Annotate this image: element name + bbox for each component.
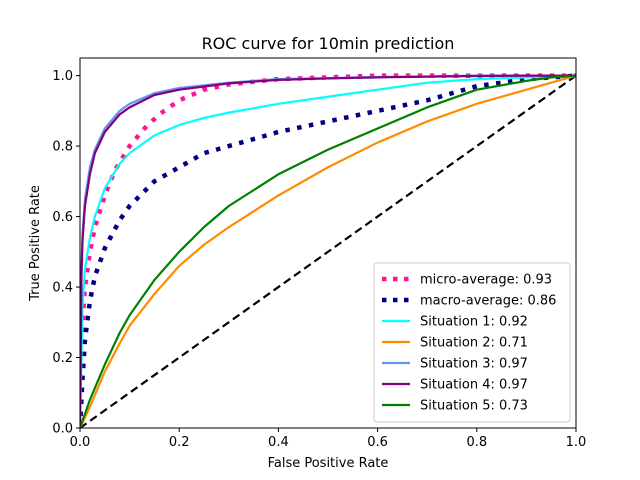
y-tick-label: 0.6 <box>52 210 73 225</box>
x-tick-label: 0.4 <box>268 435 289 450</box>
x-tick-label: 0.8 <box>466 435 487 450</box>
legend-label: Situation 2: 0.71 <box>420 336 528 351</box>
plot-frame <box>79 57 577 429</box>
legend-label: macro-average: 0.86 <box>420 294 556 309</box>
y-axis: 0.0 0.2 0.4 0.6 0.8 1.0 <box>52 69 80 437</box>
legend-label: Situation 1: 0.92 <box>420 315 528 330</box>
x-axis: 0.0 0.2 0.4 0.6 0.8 1.0 <box>70 428 587 450</box>
y-tick-label: 0.0 <box>52 422 73 437</box>
series-line-3 <box>80 74 576 428</box>
chance-diagonal-line <box>80 74 576 428</box>
y-tick-label: 0.8 <box>52 140 73 155</box>
y-axis-label: True Positive Rate <box>28 185 43 302</box>
x-axis-label: False Positive Rate <box>268 456 389 471</box>
x-tick-label: 0.6 <box>367 435 388 450</box>
legend-label: Situation 4: 0.97 <box>420 378 528 393</box>
legend-box <box>373 262 571 423</box>
x-tick-label: 0.0 <box>70 435 91 450</box>
series-line-7 <box>80 74 576 428</box>
x-tick-label: 0.2 <box>169 435 190 450</box>
chart-title: ROC curve for 10min prediction <box>202 34 455 53</box>
y-tick-label: 1.0 <box>52 69 73 84</box>
series-line-6 <box>80 74 576 428</box>
legend: micro-average: 0.93 macro-average: 0.86 Si… <box>373 262 571 423</box>
y-tick-label: 0.2 <box>52 351 73 366</box>
series-line-2 <box>80 73 576 428</box>
legend-label: Situation 5: 0.73 <box>420 399 528 414</box>
x-tick-label: 1.0 <box>566 435 587 450</box>
series-lines <box>80 73 576 428</box>
series-line-4 <box>80 74 576 428</box>
plot-area <box>79 57 577 429</box>
legend-label: Situation 3: 0.97 <box>420 357 528 372</box>
y-tick-label: 0.4 <box>52 281 73 296</box>
legend-label: micro-average: 0.93 <box>420 273 552 288</box>
